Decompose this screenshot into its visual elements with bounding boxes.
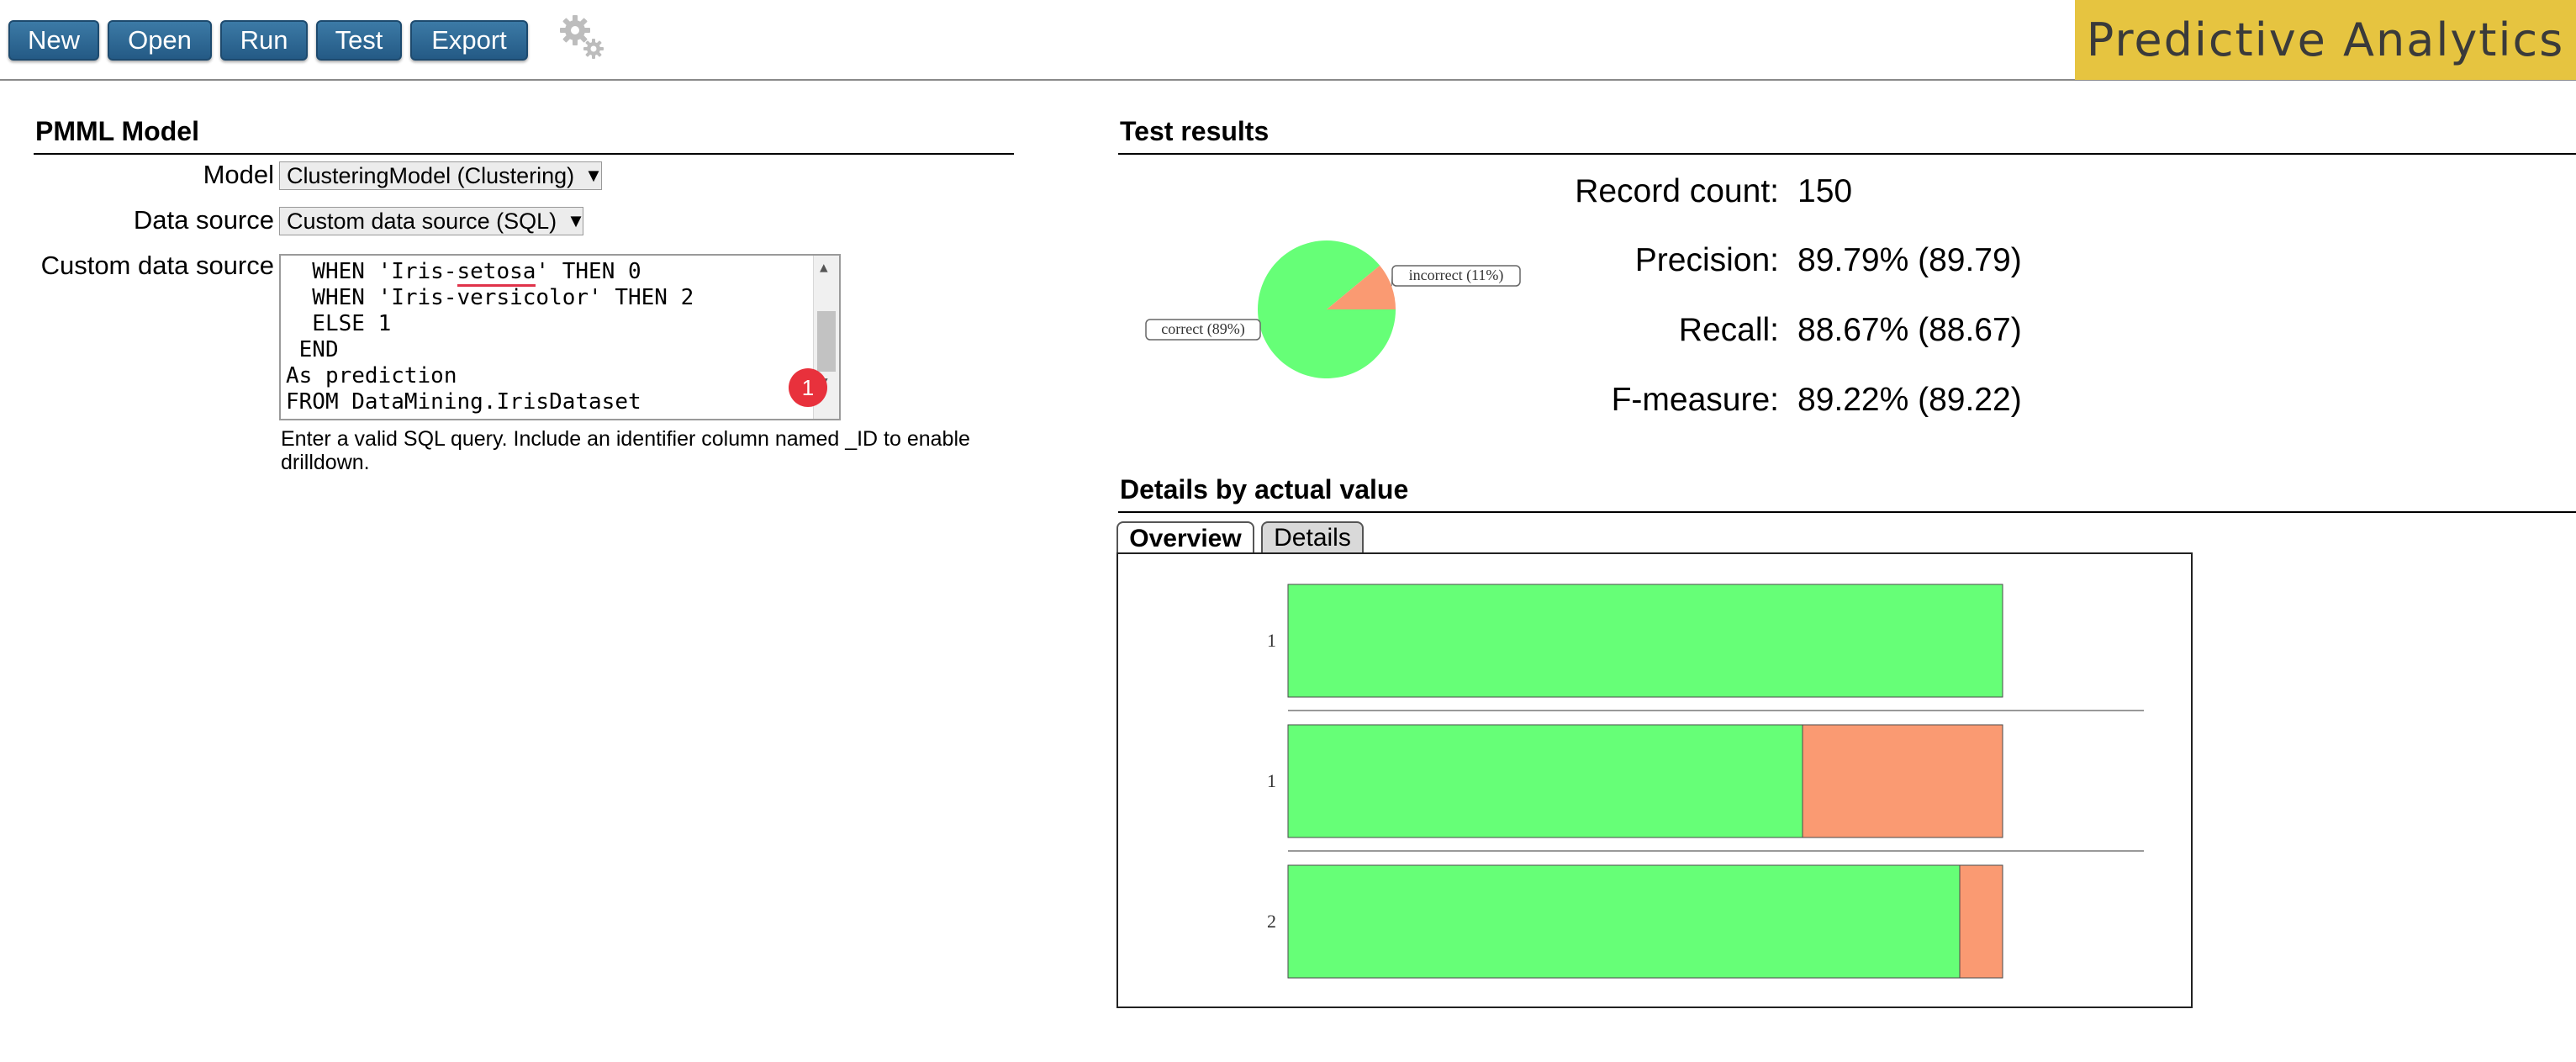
pie-label-incorrect: incorrect (11%)	[1409, 267, 1504, 284]
sql-query-textarea[interactable]: WHEN 'Iris-setosa' THEN 0 WHEN 'Iris-ver…	[279, 254, 841, 420]
model-select-value: ClusteringModel (Clustering)	[287, 162, 575, 188]
recall-label: Recall:	[1678, 312, 1779, 348]
data-source-label: Data source	[133, 205, 274, 235]
actual-value-bar-chart: 1 1 2	[1267, 584, 2144, 979]
recall-value: 88.67% (88.67)	[1797, 312, 2022, 348]
sql-hint-text: Enter a valid SQL query. Include an iden…	[281, 427, 970, 474]
bar-segment-correct[interactable]	[1287, 584, 2003, 698]
custom-data-source-label: Custom data source	[40, 251, 274, 280]
pie-label-incorrect-box	[1391, 265, 1521, 287]
bar-segment-correct[interactable]	[1287, 864, 1961, 979]
details-heading: Details by actual value	[1118, 474, 2576, 513]
precision-value: 89.79% (89.79)	[1797, 242, 2022, 278]
model-select[interactable]: ClusteringModel (Clustering) ▼	[279, 161, 603, 190]
f-measure-label: F-measure:	[1611, 382, 1779, 418]
spellcheck-underline: setosa	[457, 259, 536, 287]
tab-overview[interactable]: Overview	[1116, 521, 1254, 555]
bar-segment-incorrect[interactable]	[1959, 864, 2003, 979]
app-brand: Predictive Analytics	[2075, 0, 2576, 80]
accuracy-pie-chart: incorrect (11%) correct (89%)	[1145, 240, 1521, 378]
overview-panel: 1 1 2	[1116, 552, 2193, 1008]
sql-line: FROM DataMining.IrisDataset	[286, 389, 641, 415]
toolbar: New Open Run Test Export Predictive Anal…	[0, 0, 2576, 81]
data-source-select[interactable]: Custom data source (SQL) ▼	[279, 207, 585, 235]
pmml-model-heading: PMML Model	[34, 116, 1014, 155]
open-button[interactable]: Open	[108, 20, 212, 61]
chevron-down-icon: ▼	[567, 210, 585, 231]
sql-line: END	[286, 337, 339, 362]
bar-category-label: 1	[1267, 630, 1276, 651]
tab-details[interactable]: Details	[1261, 521, 1364, 553]
run-button[interactable]: Run	[220, 20, 308, 61]
pie-slice-incorrect[interactable]	[1327, 265, 1396, 309]
chevron-down-icon: ▼	[584, 165, 603, 186]
record-count-label: Record count:	[1575, 173, 1779, 209]
pie-label-correct-box	[1145, 319, 1261, 341]
sql-line: ELSE 1	[286, 311, 392, 336]
model-label: Model	[203, 160, 274, 189]
scroll-thumb[interactable]	[817, 311, 836, 372]
sql-line: WHEN 'Iris-versicolor' THEN 2	[286, 285, 694, 310]
sql-line: WHEN 'Iris-setosa' THEN 0	[286, 259, 641, 287]
export-button[interactable]: Export	[410, 20, 528, 61]
record-count-value: 150	[1797, 173, 1853, 209]
bar-segment-correct[interactable]	[1287, 724, 1803, 838]
new-button[interactable]: New	[8, 20, 99, 61]
bar-segment-incorrect[interactable]	[1802, 724, 2003, 838]
sql-line: As prediction	[286, 363, 457, 388]
bar-category-label: 2	[1267, 911, 1276, 932]
test-button[interactable]: Test	[316, 20, 402, 61]
f-measure-value: 89.22% (89.22)	[1797, 382, 2022, 418]
data-source-select-value: Custom data source (SQL)	[287, 208, 557, 234]
gear-icon[interactable]	[555, 12, 609, 62]
precision-label: Precision:	[1634, 242, 1779, 278]
notification-badge[interactable]: 1	[789, 368, 827, 407]
scroll-up-icon[interactable]: ▲	[820, 259, 828, 275]
pie-label-correct: correct (89%)	[1161, 320, 1244, 338]
test-results-heading: Test results	[1118, 116, 2576, 155]
bar-category-label: 1	[1267, 770, 1276, 791]
pie-slice-correct[interactable]	[1258, 240, 1396, 378]
